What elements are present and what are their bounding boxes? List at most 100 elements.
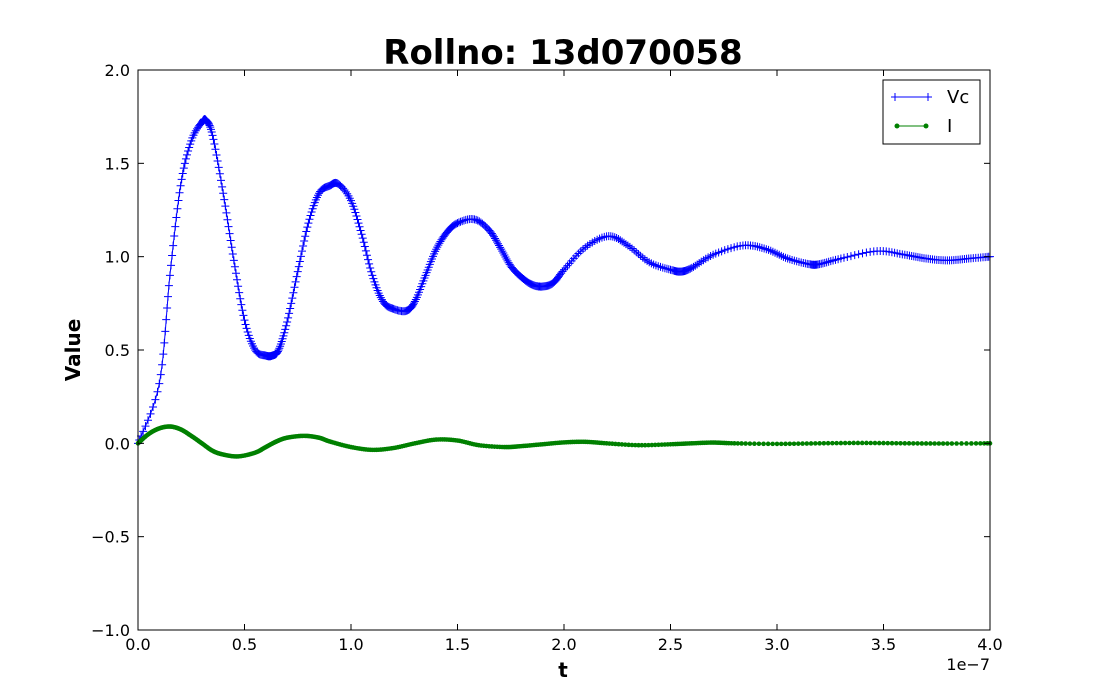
point-I-300 (636, 442, 641, 448)
point-Vc-291 (433, 243, 442, 252)
point-I-390 (945, 441, 950, 446)
point-Vc-400 (560, 265, 568, 274)
point-Vc-19 (164, 281, 173, 290)
point-Vc-7 (149, 402, 158, 411)
point-Vc-206 (341, 187, 350, 196)
point-Vc-162 (295, 257, 304, 266)
point-Vc-446 (658, 263, 667, 272)
point-I-343 (743, 441, 748, 446)
point-Vc-220 (357, 230, 366, 239)
point-Vc-369 (526, 280, 535, 289)
point-Vc-141 (275, 344, 284, 353)
point-I-370 (859, 440, 865, 446)
y-tick-label-3: 0.5 (105, 341, 130, 360)
point-I-353 (787, 441, 793, 447)
point-Vc-21 (167, 261, 176, 270)
point-Vc-75 (213, 157, 222, 165)
point-I-392 (954, 441, 959, 446)
point-Vc-86 (225, 229, 234, 238)
point-Vc-160 (293, 267, 302, 276)
point-Vc-158 (291, 277, 300, 286)
point-I-352 (783, 441, 788, 447)
point-I-302 (642, 442, 648, 448)
point-Vc-26 (172, 213, 181, 222)
point-I-296 (622, 442, 628, 447)
point-I-369 (855, 440, 861, 446)
point-Vc-11 (156, 370, 165, 379)
point-Vc-16 (162, 315, 171, 324)
point-Vc-165 (299, 242, 308, 251)
point-I-357 (804, 441, 810, 446)
point-I-372 (868, 440, 874, 446)
point-Vc-424 (612, 234, 621, 243)
point-Vc-344 (500, 251, 509, 260)
point-Vc-496 (753, 242, 762, 251)
point-I-358 (808, 441, 814, 446)
point-Vc-346 (502, 254, 511, 263)
point-Vc-171 (305, 215, 314, 224)
point-I-346 (756, 441, 762, 447)
point-I-341 (735, 441, 741, 446)
point-Vc-69 (207, 128, 216, 137)
point-Vc-333 (488, 231, 497, 240)
point-Vc-499 (760, 244, 769, 253)
point-Vc-214 (351, 208, 360, 217)
point-Vc-139 (273, 347, 282, 356)
legend-i-marker-start (894, 123, 900, 129)
point-Vc-401 (561, 263, 570, 272)
plot-area (137, 69, 991, 631)
point-Vc-167 (301, 232, 310, 241)
point-Vc-168 (302, 227, 311, 236)
point-Vc-338 (494, 239, 503, 248)
point-I-344 (747, 441, 753, 446)
point-I-385 (923, 441, 929, 446)
point-I-371 (864, 440, 869, 446)
point-Vc-432 (628, 244, 637, 253)
point-Vc-73 (211, 145, 220, 154)
point-Vc-24 (170, 231, 179, 240)
x-tick-label-8: 4.0 (977, 635, 1002, 654)
point-Vc-166 (300, 237, 309, 246)
point-Vc-436 (636, 251, 645, 260)
point-I-388 (936, 441, 942, 446)
point-Vc-172 (306, 211, 315, 220)
point-Vc-108 (249, 342, 258, 351)
point-Vc-347 (503, 256, 512, 265)
point-Vc-314 (459, 216, 468, 225)
point-Vc-216 (353, 215, 362, 224)
point-I-366 (842, 440, 848, 446)
point-Vc-35 (181, 154, 190, 163)
point-Vc-83 (222, 208, 231, 217)
point-Vc-435 (634, 249, 643, 258)
point-Vc-87 (226, 236, 235, 245)
point-Vc-293 (435, 239, 444, 248)
point-Vc-76 (214, 163, 223, 172)
point-Vc-39 (186, 140, 195, 149)
point-Vc-312 (456, 217, 465, 226)
point-Vc-505 (773, 249, 782, 258)
point-Vc-77 (215, 169, 224, 178)
point-Vc-97 (237, 300, 246, 309)
point-Vc-161 (294, 262, 303, 271)
point-I-365 (838, 440, 844, 446)
x-tick-label-0: 0.0 (125, 635, 150, 654)
point-Vc-15 (161, 327, 170, 336)
point-Vc-430 (623, 241, 632, 250)
point-Vc-294 (436, 237, 445, 246)
point-I-361 (821, 440, 827, 446)
point-Vc-339 (495, 241, 504, 250)
point-Vc-429 (621, 240, 630, 249)
point-Vc-38 (185, 143, 194, 152)
point-Vc-100 (240, 316, 249, 325)
point-Vc-342 (498, 247, 507, 256)
x-offset-label: 1e−7 (946, 655, 990, 674)
series-layer (134, 115, 994, 459)
point-Vc-509 (781, 253, 790, 262)
point-Vc-72 (210, 140, 219, 149)
point-Vc-507 (777, 251, 786, 260)
point-I-342 (739, 441, 744, 446)
point-I-355 (796, 441, 801, 446)
point-Vc-497 (755, 243, 764, 252)
point-Vc-387 (546, 280, 555, 289)
x-tick-label-2: 1.0 (338, 635, 363, 654)
